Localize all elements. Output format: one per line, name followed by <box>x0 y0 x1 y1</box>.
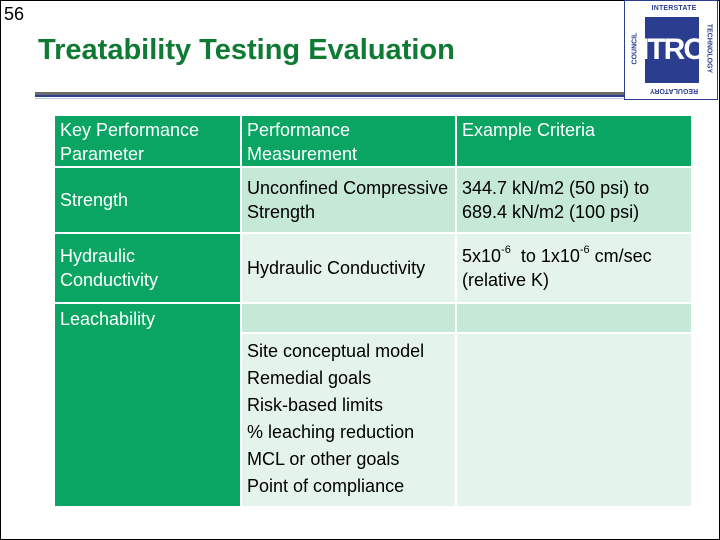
criteria-hydraulic-c: cm/sec <box>589 246 652 266</box>
criteria-table: Key Performance Parameter Performance Me… <box>53 114 693 508</box>
criteria-hydraulic: 5x10-6 to 1x10-6 cm/sec (relative K) <box>455 232 693 304</box>
list-item: % leaching reduction <box>247 422 415 442</box>
leach-spacer-measure <box>240 302 457 334</box>
criteria-hydraulic-b: to 1x10 <box>510 246 580 266</box>
header-criteria: Example Criteria <box>455 114 693 168</box>
slide-number: 56 <box>4 4 25 24</box>
criteria-hydraulic-b-exp: -6 <box>579 244 590 256</box>
criteria-strength: 344.7 kN/m2 (50 psi) to 689.4 kN/m2 (100… <box>455 166 693 234</box>
criteria-hydraulic-a-exp: -6 <box>501 244 511 256</box>
table-header-row: Key Performance Parameter Performance Me… <box>53 114 693 168</box>
logo-right-text: TECHNOLOGY <box>705 23 713 74</box>
list-item: MCL or other goals <box>247 449 400 469</box>
measure-strength: Unconfined Compressive Strength <box>240 166 457 234</box>
table-row: Leachability <box>53 302 693 508</box>
list-item: Risk-based limits <box>247 395 384 415</box>
table-row: Strength Unconfined Compressive Strength… <box>53 166 693 234</box>
leach-spacer-criteria <box>455 302 693 334</box>
list-item: Remedial goals <box>247 368 372 388</box>
itrc-logo: INTERSTATE TECHNOLOGY REGULATORY COUNCIL… <box>624 0 718 100</box>
param-leachability: Leachability <box>53 302 242 508</box>
logo-mark: ITRC <box>641 17 705 83</box>
list-item: Point of compliance <box>247 476 405 496</box>
criteria-leachability <box>455 332 693 508</box>
table-row: Site conceptual model Remedial goals Ris… <box>54 332 693 508</box>
logo-top-text: INTERSTATE <box>651 5 697 12</box>
header-measurement: Performance Measurement <box>240 114 457 168</box>
title-rule <box>35 92 625 95</box>
logo-bottom-text: REGULATORY <box>649 87 699 94</box>
header-parameter: Key Performance Parameter <box>53 114 242 168</box>
table-row: Hydraulic Conductivity Hydraulic Conduct… <box>53 232 693 304</box>
slide-title: Treatability Testing Evaluation <box>38 34 455 66</box>
measure-leachability: Site conceptual model Remedial goals Ris… <box>240 332 457 508</box>
criteria-hydraulic-d: (relative K) <box>462 270 550 290</box>
measure-hydraulic: Hydraulic Conductivity <box>240 232 457 304</box>
list-item: Site conceptual model <box>247 341 425 361</box>
param-hydraulic: Hydraulic Conductivity <box>53 232 242 304</box>
param-strength: Strength <box>53 166 242 234</box>
title-rule-shadow <box>35 98 625 99</box>
criteria-hydraulic-a: 5x10 <box>462 246 502 266</box>
logo-left-text: COUNCIL <box>631 32 639 65</box>
title-rule-accent <box>35 95 625 97</box>
